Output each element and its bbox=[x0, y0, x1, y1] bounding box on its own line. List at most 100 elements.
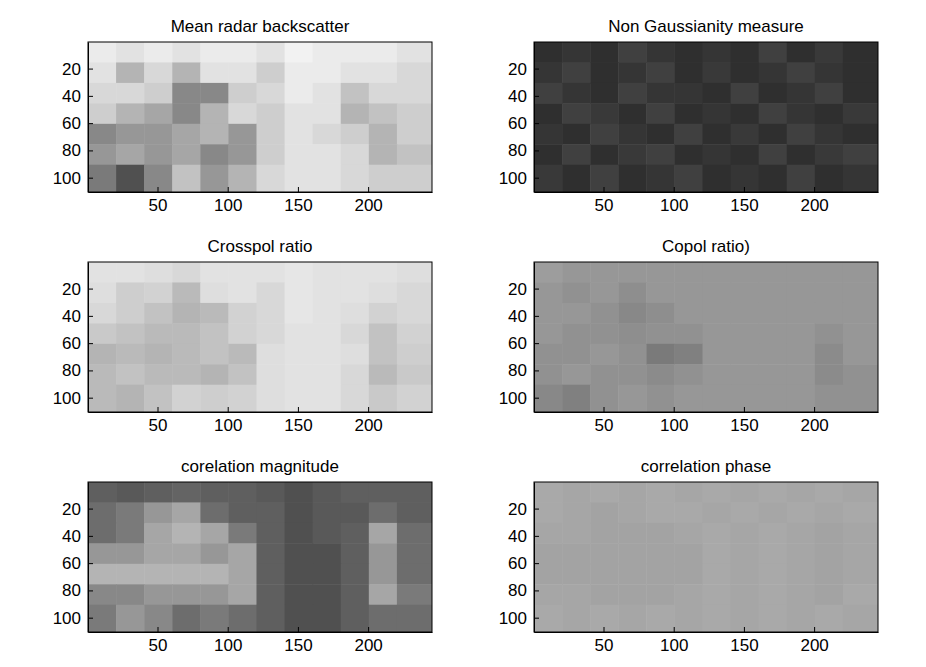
tick: 200 bbox=[800, 627, 828, 655]
cell bbox=[369, 364, 398, 385]
cell bbox=[787, 103, 816, 124]
cell bbox=[369, 323, 398, 344]
cell bbox=[88, 364, 117, 385]
tick-mark bbox=[158, 187, 159, 192]
cell bbox=[731, 83, 760, 104]
cell bbox=[702, 103, 731, 124]
panel: 5010015020020406080100Copol ratio) bbox=[499, 237, 879, 435]
tick: 100 bbox=[660, 407, 688, 435]
cell bbox=[815, 564, 844, 585]
cell bbox=[646, 262, 675, 283]
cell bbox=[256, 282, 285, 303]
tick-label: 60 bbox=[508, 334, 527, 353]
cell bbox=[618, 323, 647, 344]
cell bbox=[843, 62, 878, 83]
cell bbox=[313, 502, 342, 523]
cell bbox=[397, 62, 432, 83]
cell bbox=[228, 83, 257, 104]
cell bbox=[702, 364, 731, 385]
cell bbox=[313, 344, 342, 365]
cell bbox=[397, 564, 432, 585]
cell bbox=[256, 482, 285, 503]
cell bbox=[341, 605, 370, 632]
cell bbox=[285, 502, 314, 523]
cell bbox=[172, 103, 201, 124]
cell bbox=[228, 103, 257, 124]
cell bbox=[815, 543, 844, 564]
cell bbox=[144, 165, 173, 192]
cell bbox=[843, 323, 878, 344]
tick-mark bbox=[744, 627, 745, 632]
cell bbox=[341, 584, 370, 605]
cell bbox=[787, 323, 816, 344]
cell bbox=[228, 42, 257, 63]
cell bbox=[843, 584, 878, 605]
cell bbox=[397, 42, 432, 63]
cell bbox=[256, 344, 285, 365]
cell bbox=[313, 83, 342, 104]
cell bbox=[88, 385, 117, 412]
cell bbox=[562, 144, 591, 165]
cell bbox=[200, 124, 229, 145]
cell bbox=[702, 385, 731, 412]
cell bbox=[313, 584, 342, 605]
cell bbox=[144, 103, 173, 124]
cell bbox=[88, 564, 117, 585]
tick-mark bbox=[534, 618, 539, 619]
cell bbox=[590, 543, 619, 564]
y-axis: 20406080100 bbox=[53, 43, 93, 193]
tick: 100 bbox=[660, 187, 688, 215]
cell bbox=[172, 344, 201, 365]
axis-line bbox=[88, 483, 89, 633]
cell bbox=[172, 262, 201, 283]
cell bbox=[674, 103, 703, 124]
cell bbox=[759, 282, 788, 303]
cell bbox=[88, 262, 117, 283]
cell bbox=[172, 165, 201, 192]
cell bbox=[815, 323, 844, 344]
cell bbox=[200, 282, 229, 303]
cell bbox=[843, 83, 878, 104]
cell bbox=[787, 344, 816, 365]
tick-mark bbox=[88, 316, 93, 317]
cell bbox=[787, 564, 816, 585]
cell bbox=[815, 262, 844, 283]
tick: 100 bbox=[53, 169, 93, 188]
cell bbox=[618, 502, 647, 523]
tick-mark bbox=[814, 187, 815, 192]
cell bbox=[369, 103, 398, 124]
tick-label: 60 bbox=[508, 114, 527, 133]
panel-title: correlation phase bbox=[641, 457, 771, 476]
cell bbox=[646, 502, 675, 523]
panel: 5010015020020406080100corelation magnitu… bbox=[53, 457, 433, 655]
cell bbox=[843, 543, 878, 564]
panel-title: corelation magnitude bbox=[181, 457, 339, 476]
tick-label: 200 bbox=[800, 416, 828, 435]
y-axis: 20406080100 bbox=[499, 483, 539, 633]
tick: 60 bbox=[508, 114, 539, 133]
cell bbox=[674, 385, 703, 412]
tick-label: 200 bbox=[800, 196, 828, 215]
cell bbox=[731, 543, 760, 564]
cell bbox=[228, 282, 257, 303]
panel-title: Non Gaussianity measure bbox=[608, 17, 804, 36]
cell bbox=[534, 564, 563, 585]
cell bbox=[562, 523, 591, 544]
cell bbox=[731, 584, 760, 605]
cell bbox=[228, 62, 257, 83]
tick-label: 200 bbox=[354, 416, 382, 435]
cell bbox=[369, 165, 398, 192]
tick: 100 bbox=[214, 187, 242, 215]
cell bbox=[116, 564, 145, 585]
cell bbox=[144, 564, 173, 585]
cell bbox=[843, 262, 878, 283]
cell bbox=[646, 344, 675, 365]
tick: 80 bbox=[508, 581, 539, 600]
cell bbox=[646, 584, 675, 605]
tick-mark bbox=[534, 398, 539, 399]
tick-mark bbox=[368, 187, 369, 192]
cell bbox=[341, 564, 370, 585]
cell bbox=[88, 124, 117, 145]
cell bbox=[562, 303, 591, 324]
cell bbox=[787, 605, 816, 632]
